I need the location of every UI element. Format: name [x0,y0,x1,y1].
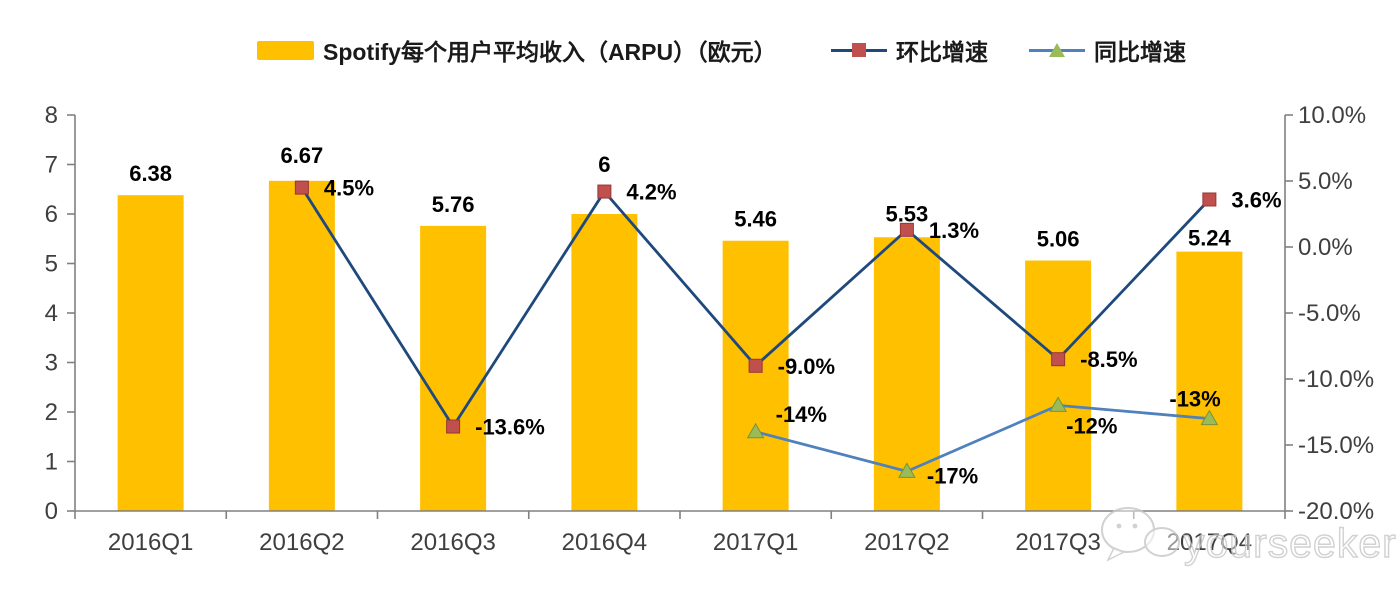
left-tick-label: 3 [45,350,58,377]
x-axis-label: 2017Q3 [1015,529,1100,556]
bar-data-label: 6.67 [280,143,323,168]
bar-2017Q1 [722,240,789,512]
right-tick-label: -20.0% [1298,498,1374,525]
bar-data-label: 5.76 [432,192,475,217]
bar-data-label: 5.53 [885,201,928,226]
legend-label-arpu: Spotify每个用户平均收入（ARPU）（欧元） [323,39,777,65]
bar-2016Q4 [571,214,638,511]
line-data-label: 4.5% [324,176,374,201]
wechat-eye-icon [1116,523,1122,529]
line-data-label: -17% [927,463,978,488]
axes: 0 1 2 3 4 5 6 7 8 10.0% 5.0% 0.0% -5.0% -10.0% -15.0% -… [45,102,1374,556]
square-marker-icon [1051,352,1066,367]
bar-data-label: 6 [598,152,610,177]
line-data-label: 1.3% [929,218,979,243]
legend-item-qoq: 环比增速 [831,36,988,65]
bar-2017Q4 [1176,251,1243,511]
line-data-label: 3.6% [1231,187,1281,212]
x-axis-label: 2017Q4 [1167,529,1252,556]
bar-data-label: 5.46 [734,207,777,232]
square-marker-icon [852,42,866,57]
line-data-label: -12% [1066,413,1117,438]
line-data-label: -9.0% [778,354,835,379]
bar-swatch-icon [257,40,314,60]
x-axis-label: 2016Q3 [410,529,495,556]
bar-2017Q3 [1025,260,1092,511]
chart-legend: Spotify每个用户平均收入（ARPU）（欧元） 环比增速 同比增速 [0,0,1399,72]
bar-data-label: 5.06 [1037,227,1080,252]
right-tick-label: 10.0% [1298,102,1366,129]
x-axis-label: 2017Q2 [864,529,949,556]
left-tick-label: 1 [45,449,58,476]
bar-2016Q3 [420,225,487,511]
right-tick-label: 5.0% [1298,168,1353,195]
wechat-bubble-tail-icon [1106,547,1126,562]
triangle-marker-icon [1049,396,1067,412]
left-tick-label: 0 [45,498,58,525]
line-data-label: -8.5% [1080,347,1137,372]
x-axis-label: 2016Q2 [259,529,344,556]
bar-2016Q2 [268,180,335,511]
wechat-eye-icon [1132,523,1138,529]
left-tick-label: 4 [45,300,58,327]
triangle-marker-icon [1200,409,1219,426]
square-marker-icon [899,222,914,237]
left-tick-label: 6 [45,201,58,228]
square-marker-icon [597,184,612,199]
bar-2016Q1 [117,195,184,511]
square-marker-icon [1202,192,1217,207]
line-series-qoq: 4.5% -13.6% 4.2% -9.0% 1.3% -8.5% 3.6% [294,176,1282,440]
legend-item-yoy: 同比增速 [1029,36,1186,65]
square-marker-icon [294,180,309,195]
watermark: yourseeker [1101,507,1397,567]
right-tick-label: -5.0% [1298,300,1361,327]
watermark-text: yourseeker [1184,520,1397,566]
x-axis-label: 2016Q1 [108,529,193,556]
square-marker-icon [748,358,763,373]
line-data-label: -13.6% [475,415,545,440]
right-tick-label: -15.0% [1298,432,1374,459]
triangle-marker-icon [746,422,765,439]
left-tick-label: 5 [45,251,58,278]
trend-line [755,403,1210,473]
line-data-label: -14% [776,402,827,427]
bar-data-label: 6.38 [129,161,172,186]
line-series-yoy: -14% -17% -12% -13% [746,387,1221,488]
left-tick-label: 2 [45,399,58,426]
wechat-bubble-icon [1144,527,1180,557]
legend-label-qoq: 环比增速 [896,39,988,65]
triangle-marker-icon [1049,42,1065,57]
left-tick-label: 7 [45,152,58,179]
right-tick-label: 0.0% [1298,234,1353,261]
bar-data-label: 5.24 [1188,226,1232,251]
right-tick-label: -10.0% [1298,366,1374,393]
left-tick-label: 8 [45,102,58,129]
x-axis-label: 2017Q1 [713,529,798,556]
square-marker-icon [446,419,461,434]
legend-label-yoy: 同比增速 [1094,39,1186,65]
x-axis-label: 2016Q4 [562,529,647,556]
line-square-swatch-icon [831,42,887,59]
line-triangle-swatch-icon [1029,42,1085,59]
legend-item-arpu: Spotify每个用户平均收入（ARPU）（欧元） [257,36,777,65]
bar-labels: 6.38 6.67 5.76 6 5.46 5.53 5.06 5.24 [129,143,1231,252]
triangle-marker-icon [898,462,916,478]
line-data-label: -13% [1169,387,1220,412]
line-data-label: 4.2% [626,180,676,205]
